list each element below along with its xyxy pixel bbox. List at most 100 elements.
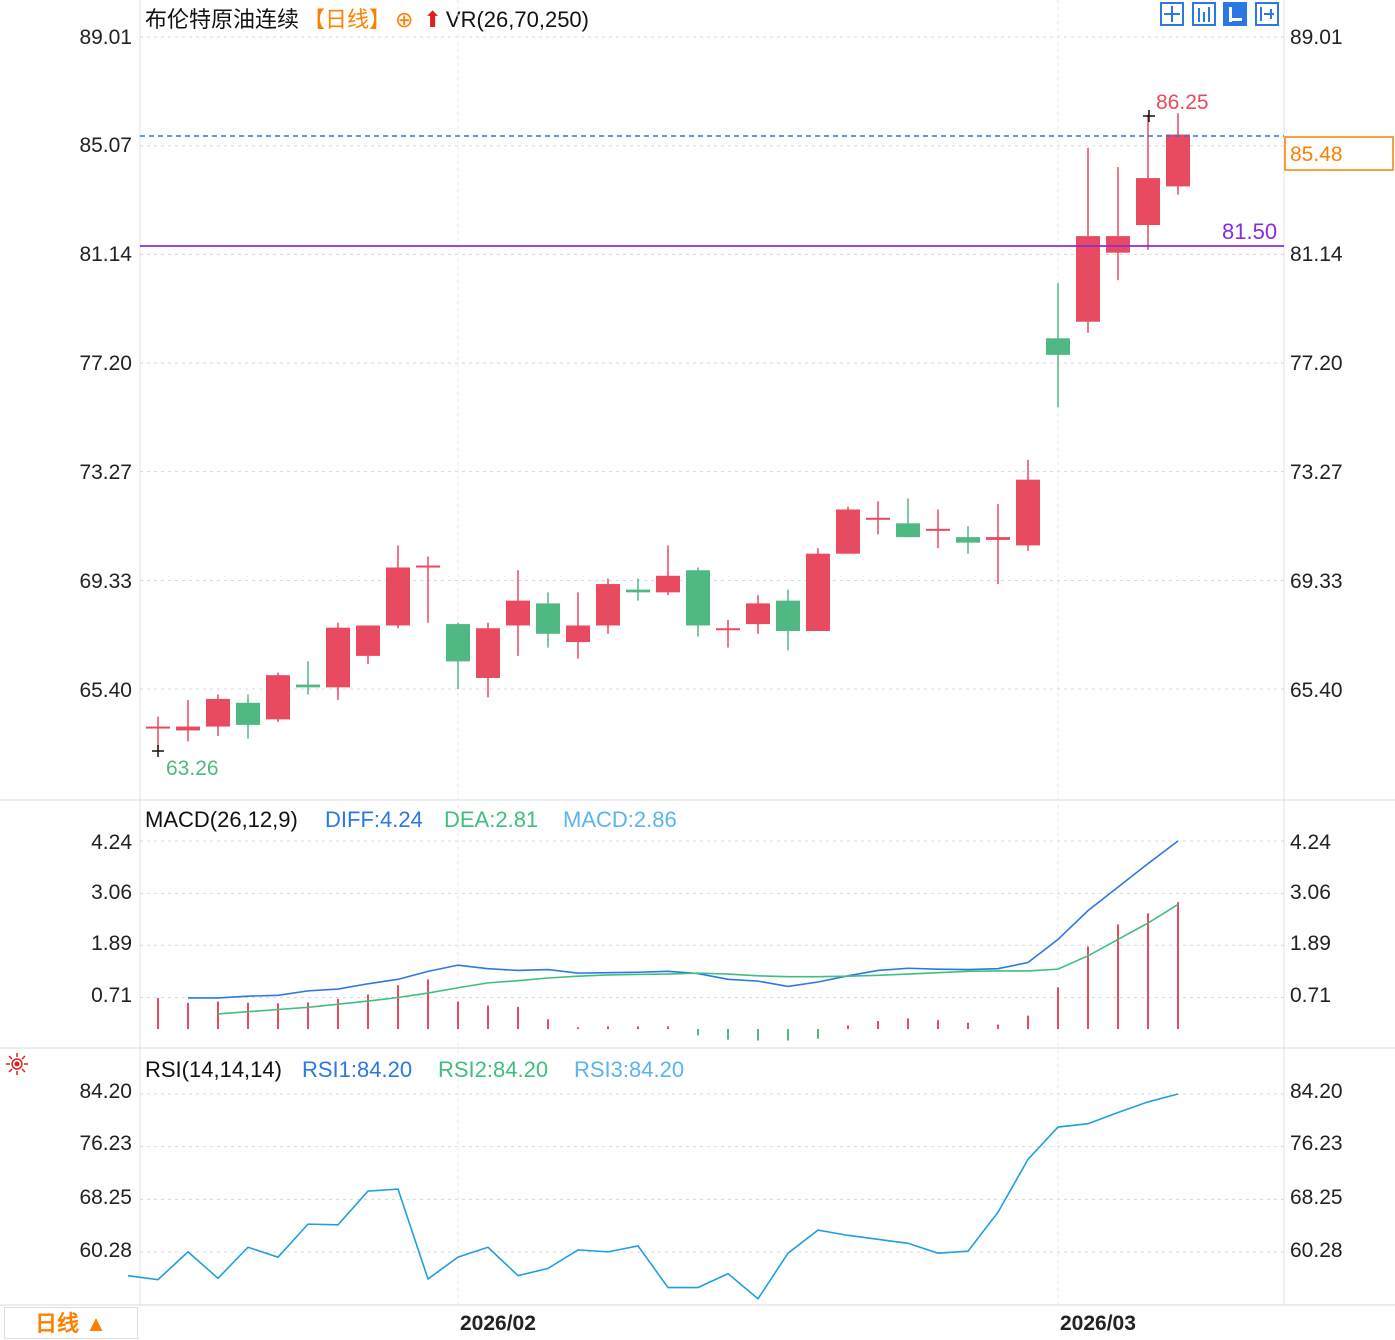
rsi-tick: 60.28 <box>79 1239 132 1262</box>
macd-tick: 1.89 <box>91 932 132 955</box>
candle-body <box>176 726 200 731</box>
candle <box>236 694 260 739</box>
price-tick: 73.27 <box>79 461 132 484</box>
candlestick-series <box>146 113 1190 749</box>
candle-body <box>626 589 650 593</box>
candle <box>746 595 770 634</box>
candle <box>656 545 680 596</box>
candle <box>386 545 410 629</box>
candle-body <box>206 698 230 727</box>
current-price-box <box>1284 136 1394 171</box>
macd-diff-label: DIFF:4.24 <box>325 807 423 832</box>
rsi-settings-icon[interactable] <box>6 1053 28 1075</box>
price-tick: 65.40 <box>79 679 132 702</box>
candle-body <box>746 603 770 625</box>
candle <box>896 498 920 538</box>
candle-body <box>986 537 1010 540</box>
candle-body <box>416 565 440 568</box>
macd-legend: MACD(26,12,9) DIFF:4.24 DEA:2.81 MACD:2.… <box>145 807 677 832</box>
rsi1-label: RSI1:84.20 <box>302 1057 412 1082</box>
candle <box>206 694 230 736</box>
price-tick: 73.27 <box>1290 461 1343 484</box>
macd-tick: 3.06 <box>1290 881 1331 904</box>
candle-body <box>1016 479 1040 546</box>
expand-icon[interactable] <box>1255 2 1279 26</box>
candle-body <box>296 684 320 688</box>
grid-view-icon[interactable] <box>1160 2 1184 26</box>
macd-dea-line <box>217 903 1179 1015</box>
price-tick: 69.33 <box>79 570 132 593</box>
candle-body <box>1136 178 1160 226</box>
macd-tick: 4.24 <box>1290 831 1331 854</box>
candle-body <box>266 675 290 720</box>
candle <box>266 672 290 723</box>
macd-tick: 4.24 <box>91 831 132 854</box>
candle-body <box>776 600 800 632</box>
macd-diff-line <box>188 840 1179 999</box>
grid-lines <box>0 0 1395 1306</box>
rsi-tick: 84.20 <box>1290 1080 1343 1103</box>
candle-body <box>386 567 410 626</box>
rsi-line <box>127 1093 1179 1300</box>
macd-tick: 1.89 <box>1290 932 1331 955</box>
rsi-tick: 76.23 <box>1290 1132 1343 1155</box>
candle-body <box>1106 236 1130 253</box>
rsi-y-axis-left: 84.20 76.23 68.25 60.28 <box>79 1080 132 1262</box>
candle-body <box>1076 236 1100 322</box>
candle <box>1106 167 1130 281</box>
rsi3-label: RSI3:84.20 <box>574 1057 684 1082</box>
candle <box>416 556 440 623</box>
high-marker-icon <box>1143 110 1155 122</box>
rsi-tick: 84.20 <box>79 1080 132 1103</box>
instrument-name: 布伦特原油连续 <box>145 7 300 32</box>
candle <box>776 589 800 651</box>
indicator-lines <box>127 840 1179 1300</box>
candle <box>566 592 590 659</box>
macd-title: MACD(26,12,9) <box>145 807 298 832</box>
candle-body <box>536 603 560 634</box>
macd-tick: 3.06 <box>91 881 132 904</box>
bar-chart-icon[interactable] <box>1192 2 1216 26</box>
low-marker-icon <box>152 745 164 757</box>
candle <box>506 570 530 656</box>
price-y-axis-right: 89.01 85.07 81.14 77.20 73.27 69.33 65.4… <box>1290 26 1343 702</box>
indicator-label[interactable]: VR(26,70,250) <box>445 7 589 32</box>
candle <box>326 622 350 701</box>
candle <box>476 622 500 698</box>
rsi-tick: 76.23 <box>79 1132 132 1155</box>
price-tick: 81.14 <box>1290 243 1343 266</box>
add-symbol-icon[interactable]: ⊕ <box>395 7 414 32</box>
candle <box>1136 114 1160 250</box>
candle <box>866 501 890 535</box>
x-axis-label: 2026/03 <box>1060 1312 1136 1335</box>
macd-dea-label: DEA:2.81 <box>444 807 538 832</box>
candle <box>296 661 320 695</box>
macd-y-axis-left: 4.24 3.06 1.89 0.71 <box>91 831 132 1007</box>
chart-header: 布伦特原油连续 【日线】 ⊕ ⬆ VR(26,70,250) <box>145 2 603 34</box>
candle-body <box>896 523 920 538</box>
rsi2-label: RSI2:84.20 <box>438 1057 548 1082</box>
price-tick: 77.20 <box>1290 352 1343 375</box>
price-tick: 69.33 <box>1290 570 1343 593</box>
candle <box>446 622 470 689</box>
rsi-tick: 68.25 <box>1290 1186 1343 1209</box>
timeframe-button[interactable]: 日线 ▲ <box>4 1307 138 1339</box>
indicator-icon[interactable] <box>1223 2 1247 26</box>
candle-body <box>596 584 620 626</box>
rsi-tick: 68.25 <box>79 1186 132 1209</box>
price-y-axis-left: 89.01 85.07 81.14 77.20 73.27 69.33 65.4… <box>79 26 132 702</box>
candle-body <box>446 624 470 662</box>
candle <box>356 625 380 665</box>
candle-body <box>686 570 710 626</box>
candle <box>1166 113 1190 195</box>
candle-body <box>476 628 500 678</box>
candle-body <box>926 528 950 531</box>
current-price-label: 85.48 <box>1290 143 1343 166</box>
timeframe-label[interactable]: 【日线】 <box>303 7 392 32</box>
candle-body <box>236 702 260 725</box>
candle <box>1076 147 1100 333</box>
price-tick: 89.01 <box>79 26 132 49</box>
macd-tick: 0.71 <box>1290 984 1331 1007</box>
candle-body <box>506 600 530 626</box>
